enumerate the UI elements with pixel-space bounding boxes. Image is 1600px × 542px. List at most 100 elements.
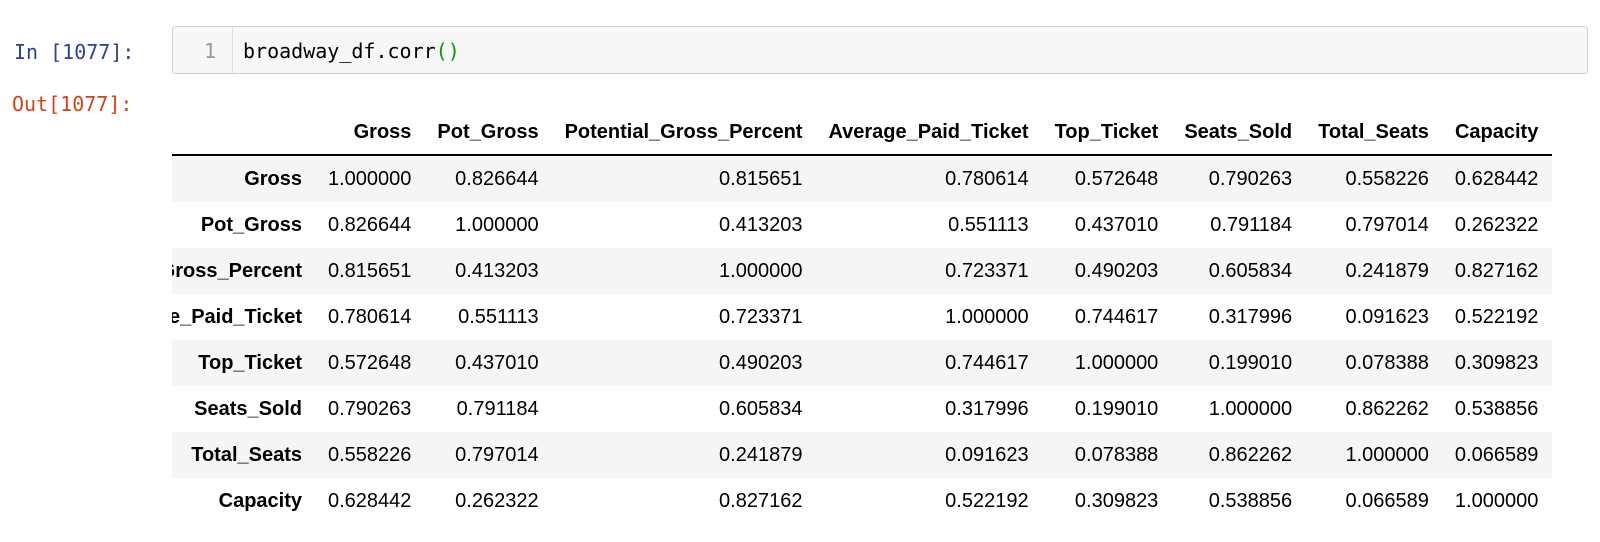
table-cell: 0.815651 — [328, 259, 412, 282]
table-cell: 0.490203 — [1074, 259, 1159, 282]
column-header: Total_Seats — [1306, 110, 1443, 156]
table-cell: 0.522192 — [945, 489, 1029, 512]
table-cell: 0.628442 — [1454, 167, 1539, 190]
table-cell: 0.538856 — [1208, 489, 1293, 512]
table-cell: 0.199010 — [1208, 351, 1293, 374]
table-cell: 1.000000 — [945, 305, 1029, 328]
table-cell: 0.605834 — [1208, 259, 1293, 282]
input-prompt: In [1077]: — [14, 40, 135, 64]
table-row: Total_Seats 0.558226 0.797014 0.241879 0.091… — [172, 432, 1553, 478]
table-cell: 0.538856 — [1454, 397, 1539, 420]
table-row: Gross 1.000000 0.826644 0.815651 0.780614 0.5… — [172, 155, 1553, 202]
table-cell: 0.262322 — [455, 489, 539, 512]
table-cell: 0.199010 — [1074, 397, 1159, 420]
table-cell: 0.066589 — [1454, 443, 1539, 466]
table-cell: 0.797014 — [1345, 213, 1429, 236]
table-cell: 0.797014 — [455, 443, 539, 466]
output-prompt: Out[1077]: — [12, 92, 133, 116]
column-header: Seats_Sold — [1172, 110, 1307, 156]
table-cell: 0.309823 — [1454, 351, 1539, 374]
table-cell: 0.558226 — [328, 443, 412, 466]
column-header: Potential_Gross_Percent — [552, 110, 817, 156]
table-cell: 0.744617 — [945, 351, 1029, 374]
table-cell: 0.605834 — [719, 397, 803, 420]
table-row: Average_Paid_Ticket 0.780614 0.551113 0.723… — [172, 294, 1553, 340]
column-header: Pot_Gross — [425, 110, 553, 156]
table-cell: 0.791184 — [1210, 213, 1293, 236]
row-index-text: Pot_Gross — [200, 213, 302, 236]
table-cell: 1.000000 — [328, 167, 412, 190]
table-cell: 0.078388 — [1345, 351, 1429, 374]
table-cell: 0.317996 — [1208, 305, 1293, 328]
table-cell: 0.066589 — [1345, 489, 1429, 512]
table-cell: 0.790263 — [1208, 167, 1293, 190]
row-index-text: Seats_Sold — [194, 397, 302, 420]
table-cell: 0.437010 — [455, 351, 539, 374]
table-cell: 0.572648 — [328, 351, 412, 374]
table-cell: 0.827162 — [719, 489, 803, 512]
table-row: Potential_Gross_Percent 0.815651 0.413203 1… — [172, 248, 1553, 294]
table-row: Seats_Sold 0.790263 0.791184 0.605834 0.3179… — [172, 386, 1553, 432]
row-index-text: Gross — [244, 167, 302, 190]
row-index-label: Total_Seats — [172, 432, 316, 478]
table-cell: 0.551113 — [948, 213, 1029, 236]
code-editor[interactable]: broadway_df.corr() — [243, 39, 460, 63]
table-cell: 0.572648 — [1074, 167, 1159, 190]
table-cell: 0.309823 — [1074, 489, 1159, 512]
table-cell: 1.000000 — [1345, 443, 1429, 466]
correlation-table: Gross Pot_Gross Potential_Gross_Percent Ave… — [172, 110, 1553, 524]
table-cell: 0.826644 — [455, 167, 539, 190]
table-cell: 0.413203 — [455, 259, 539, 282]
table-cell: 0.791184 — [456, 397, 539, 420]
code-parens: () — [435, 39, 460, 63]
index-header — [172, 110, 316, 156]
row-index-label: Capacity — [172, 478, 316, 524]
table-cell: 0.317996 — [945, 397, 1029, 420]
row-index-label: Pot_Gross — [172, 202, 316, 248]
table-body: Gross 1.000000 0.826644 0.815651 0.780614 0.5… — [172, 155, 1553, 524]
table-cell: 0.262322 — [1454, 213, 1539, 236]
row-index-label: Seats_Sold — [172, 386, 316, 432]
table-cell: 0.744617 — [1074, 305, 1159, 328]
table-cell: 0.558226 — [1345, 167, 1429, 190]
table-header-row: Gross Pot_Gross Potential_Gross_Percent Ave… — [172, 110, 1553, 156]
table-cell: 0.723371 — [945, 259, 1029, 282]
row-index-label: Average_Paid_Ticket — [172, 294, 316, 340]
table-cell: 0.091623 — [945, 443, 1029, 466]
table-cell: 0.413203 — [719, 213, 803, 236]
row-index-label: Potential_Gross_Percent — [172, 248, 316, 294]
row-index-text: Capacity — [218, 489, 302, 512]
column-header: Capacity — [1442, 110, 1553, 156]
table-cell: 0.241879 — [719, 443, 803, 466]
output-area: Gross Pot_Gross Potential_Gross_Percent Ave… — [172, 110, 1588, 542]
table-cell: 0.522192 — [1454, 305, 1539, 328]
table-row: Pot_Gross 0.826644 1.000000 0.413203 0.55111… — [172, 202, 1553, 248]
table-cell: 0.490203 — [719, 351, 803, 374]
table-cell: 0.091623 — [1345, 305, 1429, 328]
table-cell: 0.628442 — [328, 489, 412, 512]
table-cell: 0.862262 — [1208, 443, 1293, 466]
table-row: Top_Ticket 0.572648 0.437010 0.490203 0.7446… — [172, 340, 1553, 386]
table-cell: 0.551113 — [458, 305, 539, 328]
code-cell-input[interactable]: 1 broadway_df.corr() — [172, 26, 1588, 74]
table-cell: 1.000000 — [719, 259, 803, 282]
table-cell: 0.826644 — [328, 213, 412, 236]
table-cell: 0.827162 — [1454, 259, 1539, 282]
code-text: broadway_df.corr — [243, 39, 436, 63]
table-cell: 0.241879 — [1345, 259, 1429, 282]
column-header: Gross — [316, 110, 426, 156]
table-cell: 0.437010 — [1074, 213, 1159, 236]
row-index-label: Gross — [172, 155, 316, 202]
row-index-text: Potential_Gross_Percent — [172, 259, 302, 282]
row-index-text: Top_Ticket — [198, 351, 302, 374]
table-cell: 0.862262 — [1345, 397, 1429, 420]
row-index-text: Total_Seats — [191, 443, 302, 466]
table-row: Capacity 0.628442 0.262322 0.827162 0.522192… — [172, 478, 1553, 524]
column-header: Top_Ticket — [1042, 110, 1173, 156]
table-cell: 1.000000 — [1208, 397, 1293, 420]
table-cell: 1.000000 — [1074, 351, 1159, 374]
line-number-gutter: 1 — [173, 27, 233, 73]
table-cell: 0.815651 — [719, 167, 803, 190]
line-number: 1 — [203, 39, 216, 63]
table-cell: 0.780614 — [328, 305, 412, 328]
